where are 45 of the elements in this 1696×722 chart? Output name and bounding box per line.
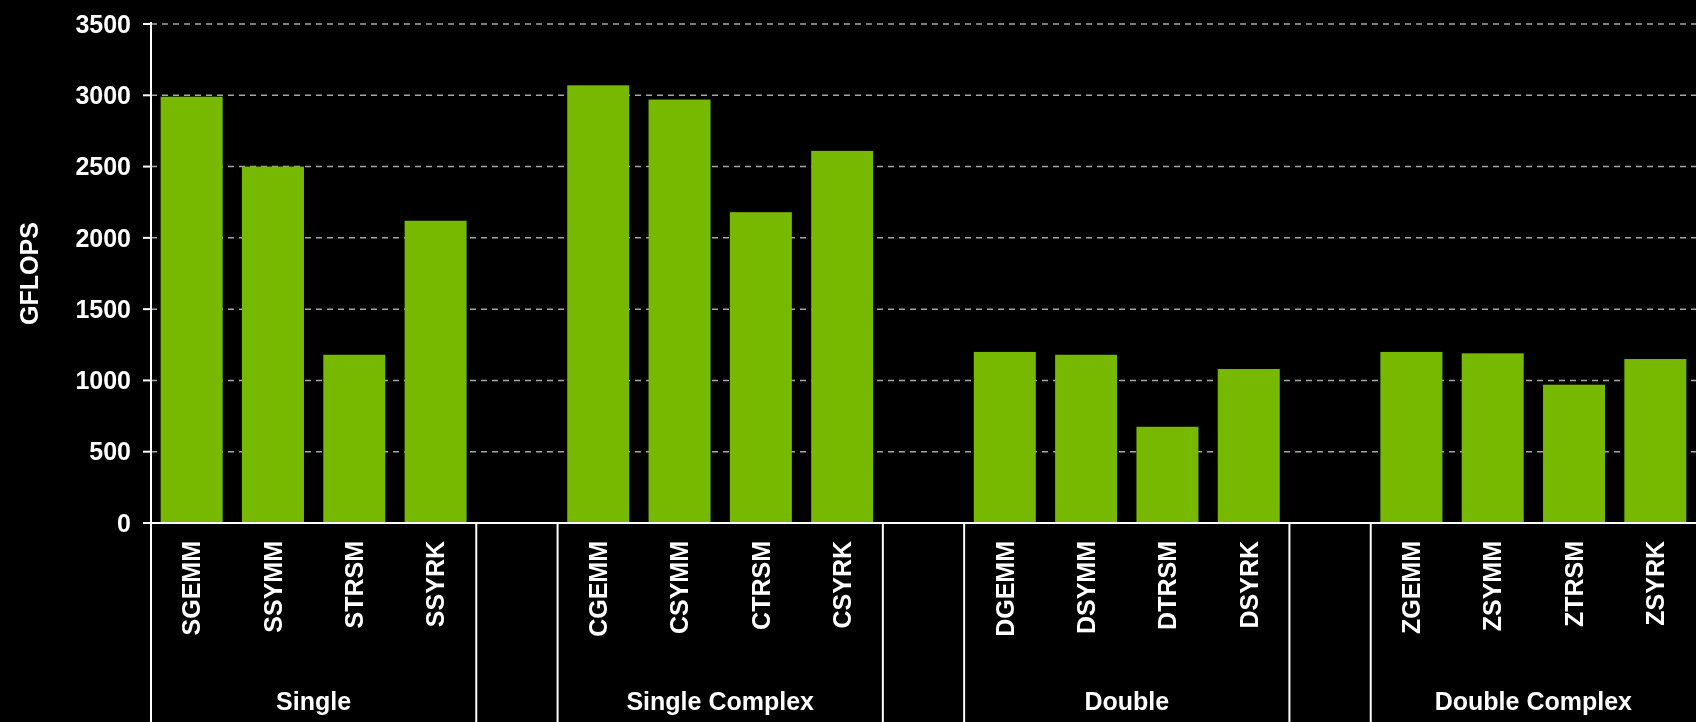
- bar: [1380, 351, 1443, 523]
- x-tick-label: CSYMM: [665, 541, 694, 635]
- bar: [1136, 426, 1199, 523]
- y-tick-label: 2000: [75, 223, 131, 252]
- bar: [1217, 369, 1280, 523]
- y-tick-label: 500: [89, 437, 131, 466]
- bar: [404, 220, 467, 523]
- x-tick-label: CSYRK: [827, 541, 856, 629]
- y-tick-label: 2500: [75, 152, 131, 181]
- x-tick-label: DSYRK: [1234, 541, 1263, 629]
- y-tick-label: 3500: [75, 9, 131, 38]
- x-tick-label: ZTRSM: [1559, 541, 1588, 628]
- bar: [567, 85, 630, 523]
- bar: [1543, 384, 1606, 523]
- x-tick-label: ZSYRK: [1641, 541, 1670, 626]
- y-tick-label: 0: [117, 508, 131, 537]
- x-tick-label: STRSM: [340, 541, 369, 629]
- bar: [241, 166, 304, 523]
- bar: [1055, 354, 1118, 523]
- text: Single: [276, 687, 352, 715]
- y-tick-label: 1500: [75, 294, 131, 323]
- x-tick-label: SSYRK: [421, 541, 450, 628]
- y-axis-title: GFLOPS: [15, 222, 43, 325]
- text: Single Complex: [626, 687, 815, 715]
- bar: [323, 354, 386, 523]
- text: Double: [1084, 687, 1170, 715]
- x-tick-label: DGEMM: [990, 541, 1019, 637]
- x-tick-label: CGEMM: [583, 541, 612, 637]
- bar: [729, 212, 792, 523]
- text: Double Complex: [1434, 687, 1633, 715]
- x-tick-label: DSYMM: [1071, 541, 1100, 635]
- x-tick-label: SGEMM: [177, 541, 206, 636]
- x-tick-label: CTRSM: [746, 541, 775, 630]
- x-tick-label: DTRSM: [1153, 541, 1182, 630]
- x-tick-label: ZSYMM: [1478, 541, 1507, 632]
- bar: [648, 99, 711, 523]
- bar: [973, 351, 1036, 523]
- bar: [1624, 359, 1687, 523]
- y-tick-label: 1000: [75, 366, 131, 395]
- y-tick-label: 3000: [75, 81, 131, 110]
- bar: [160, 96, 223, 523]
- bar: [811, 150, 874, 523]
- x-tick-label: SSYMM: [258, 541, 287, 633]
- bar: [1461, 353, 1524, 523]
- x-tick-label: ZGEMM: [1397, 541, 1426, 635]
